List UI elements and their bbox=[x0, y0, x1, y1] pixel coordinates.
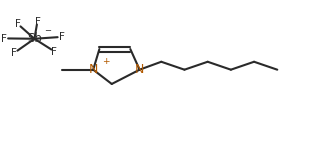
Text: N: N bbox=[135, 63, 144, 76]
Text: +: + bbox=[102, 57, 110, 66]
Text: N: N bbox=[89, 63, 98, 76]
Text: F: F bbox=[51, 47, 57, 57]
Text: −: − bbox=[44, 26, 51, 35]
Text: F: F bbox=[1, 34, 7, 44]
Text: F: F bbox=[35, 17, 41, 27]
Text: Sb: Sb bbox=[27, 32, 42, 45]
Text: F: F bbox=[15, 19, 21, 29]
Text: F: F bbox=[59, 32, 65, 42]
Text: F: F bbox=[11, 48, 17, 58]
